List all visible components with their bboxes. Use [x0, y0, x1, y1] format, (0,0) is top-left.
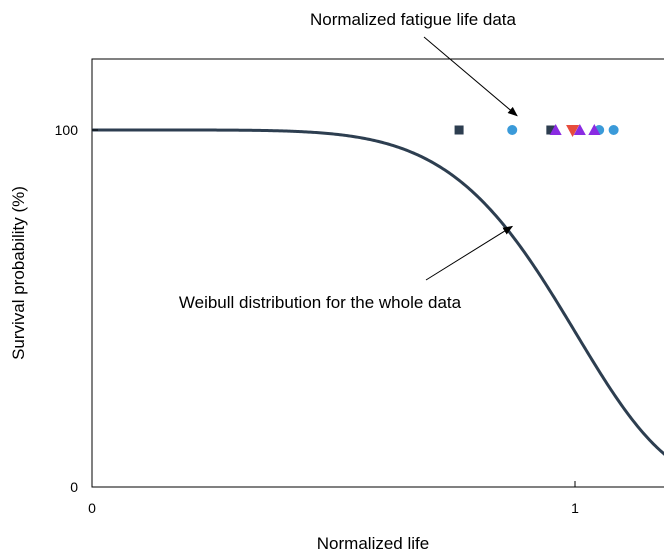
data-point [507, 125, 517, 135]
y-axis-label: Survival probability (%) [9, 186, 28, 360]
y-tick-label: 100 [55, 122, 79, 138]
annotation-arrow [426, 226, 512, 280]
annotation-text: Weibull distribution for the whole data [179, 293, 462, 312]
plot-frame [92, 59, 664, 487]
data-point [455, 126, 464, 135]
data-points [455, 124, 619, 137]
axes: 0 1 0 100 [55, 122, 579, 516]
annotations: Normalized fatigue life data Weibull dist… [179, 10, 517, 312]
x-tick-label: 0 [88, 500, 96, 516]
annotation-arrow [424, 37, 517, 116]
data-point [609, 125, 619, 135]
x-axis-label: Normalized life [317, 534, 429, 553]
y-tick-label: 0 [70, 479, 78, 495]
x-tick-label: 1 [571, 500, 579, 516]
annotation-text: Normalized fatigue life data [310, 10, 517, 29]
